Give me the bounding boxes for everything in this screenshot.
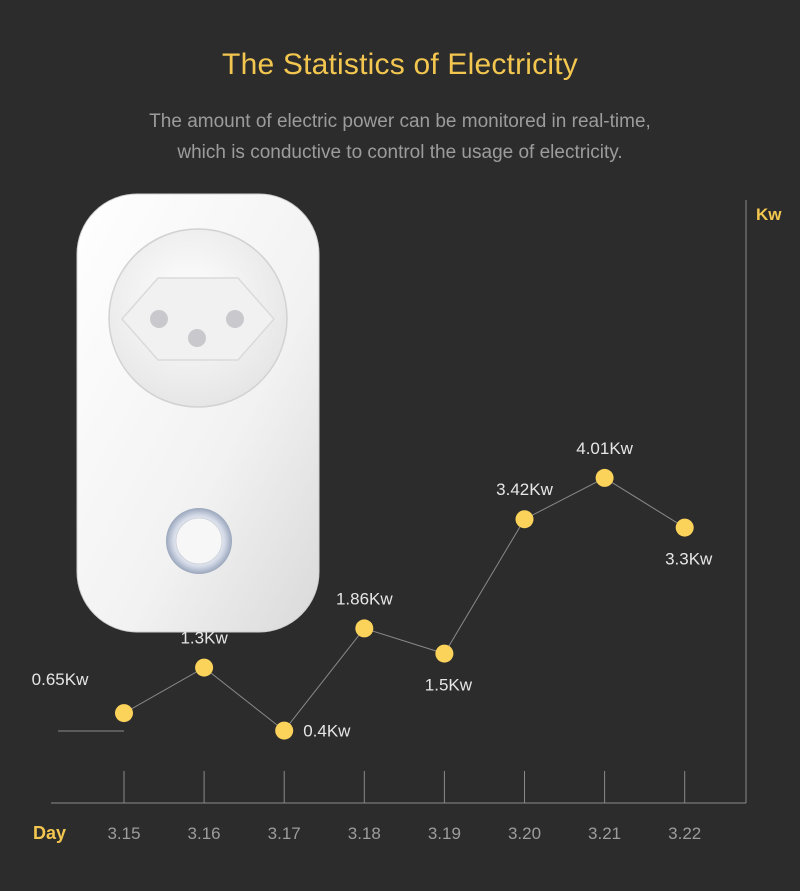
data-label: 1.5Kw <box>425 676 473 695</box>
x-tick-label: 3.18 <box>348 824 381 843</box>
subtitle-line-2: which is conductive to control the usage… <box>177 142 623 163</box>
data-point-3.17 <box>275 721 294 740</box>
smart-plug-image <box>76 193 320 633</box>
data-label: 1.3Kw <box>180 629 228 648</box>
page-subtitle: The amount of electric power can be moni… <box>0 106 800 168</box>
data-point-3.18 <box>355 619 374 638</box>
page-title: The Statistics of Electricity <box>222 48 578 81</box>
data-label: 1.86Kw <box>336 589 393 608</box>
data-points <box>115 468 694 740</box>
x-axis-label: Day <box>33 823 66 843</box>
x-tick-label: 3.19 <box>428 824 461 843</box>
data-point-3.15 <box>115 704 133 723</box>
x-tick-labels: 3.15 3.16 3.17 3.18 3.19 3.20 3.21 3.22 <box>107 824 701 843</box>
data-point-3.20 <box>515 510 534 529</box>
data-label: 4.01Kw <box>576 439 633 458</box>
data-label: 0.4Kw <box>303 722 351 741</box>
y-axis-label: Kw <box>756 205 782 224</box>
x-tick-label: 3.21 <box>588 824 621 843</box>
data-label: 3.3Kw <box>665 550 713 569</box>
data-labels: 0.65Kw 1.3Kw 0.4Kw 1.86Kw 1.5Kw 3.42Kw 4.01Kw 3… <box>32 439 713 741</box>
x-tick-label: 3.17 <box>268 824 301 843</box>
data-point-3.19 <box>435 644 454 663</box>
series-line <box>123 477 685 732</box>
data-point-3.21 <box>595 468 614 487</box>
subtitle-line-1: The amount of electric power can be moni… <box>149 111 651 132</box>
data-point-3.22 <box>675 518 694 537</box>
x-ticks <box>123 771 686 803</box>
data-point-3.16 <box>195 658 214 677</box>
data-label: 3.42Kw <box>496 480 553 499</box>
series-line-group <box>123 477 685 732</box>
x-tick-label: 3.20 <box>508 824 541 843</box>
x-tick-label: 3.16 <box>188 824 221 843</box>
data-label: 0.65Kw <box>32 670 89 689</box>
x-tick-label: 3.22 <box>668 824 701 843</box>
x-tick-label: 3.15 <box>107 824 140 843</box>
